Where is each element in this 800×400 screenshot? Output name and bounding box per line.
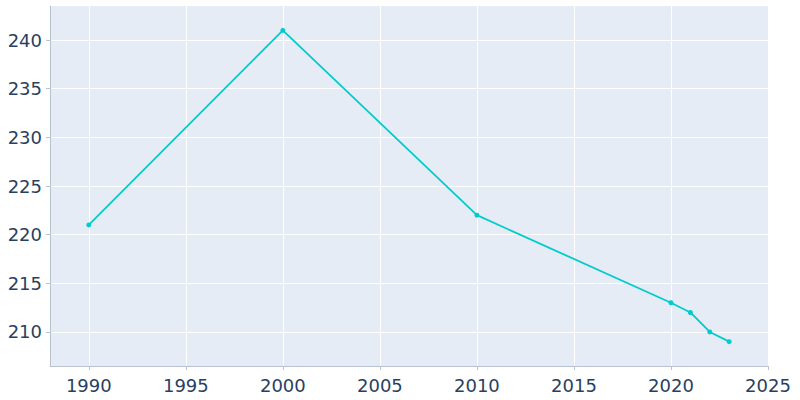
svg-text:2015: 2015 bbox=[551, 375, 597, 396]
svg-text:235: 235 bbox=[8, 78, 42, 99]
svg-text:2000: 2000 bbox=[260, 375, 306, 396]
svg-text:2010: 2010 bbox=[454, 375, 500, 396]
svg-text:2020: 2020 bbox=[648, 375, 694, 396]
svg-text:210: 210 bbox=[8, 321, 42, 342]
svg-text:215: 215 bbox=[8, 273, 42, 294]
svg-text:220: 220 bbox=[8, 224, 42, 245]
svg-text:240: 240 bbox=[8, 30, 42, 51]
svg-text:2025: 2025 bbox=[745, 375, 791, 396]
svg-text:230: 230 bbox=[8, 127, 42, 148]
svg-text:1990: 1990 bbox=[66, 375, 112, 396]
svg-text:2005: 2005 bbox=[357, 375, 403, 396]
svg-text:1995: 1995 bbox=[163, 375, 209, 396]
svg-text:225: 225 bbox=[8, 176, 42, 197]
